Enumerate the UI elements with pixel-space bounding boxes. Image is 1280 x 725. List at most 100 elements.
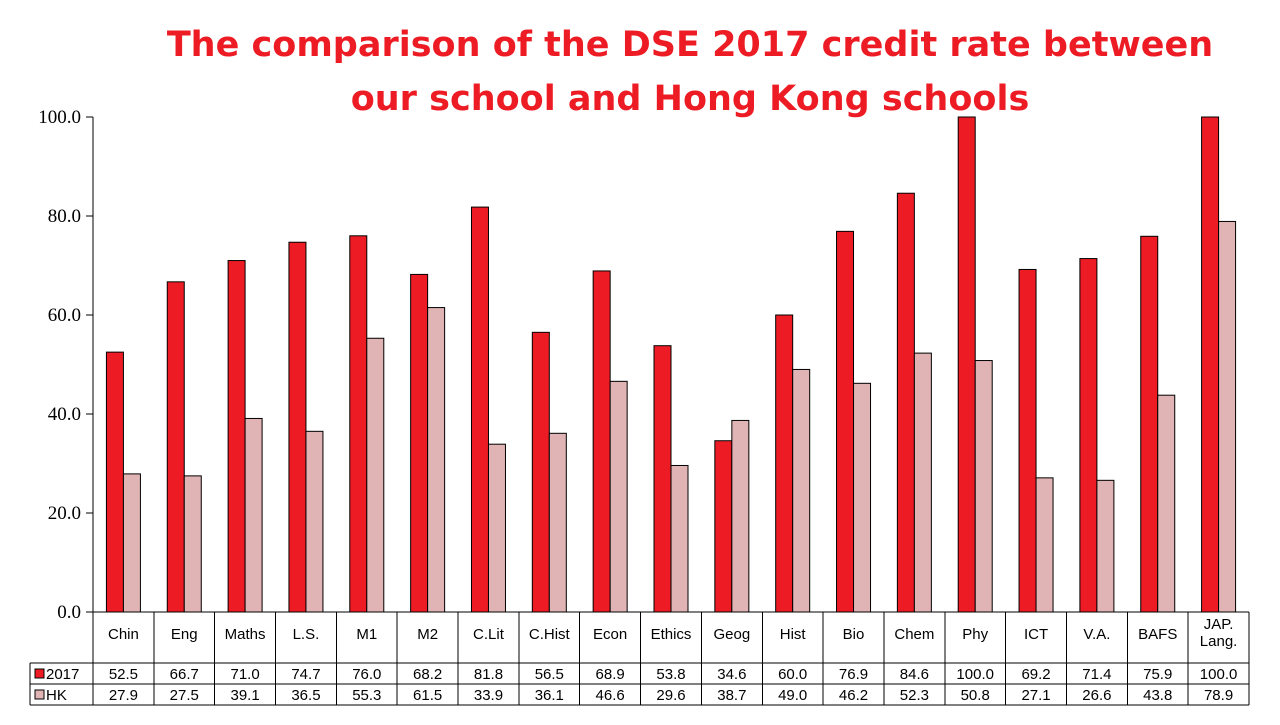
data-label: 27.5 [170, 687, 199, 704]
data-label: 81.8 [474, 666, 503, 683]
bar-hk [792, 368, 811, 613]
data-label: 27.1 [1021, 687, 1050, 704]
category-label: L.S. [293, 626, 320, 643]
bar-hk [1096, 479, 1115, 613]
data-label: 26.6 [1082, 687, 1111, 704]
data-label: 46.2 [839, 687, 868, 704]
bar-hk [427, 307, 446, 613]
data-label: 56.5 [535, 666, 564, 683]
bar-2017 [836, 230, 855, 613]
bar-2017 [288, 241, 307, 613]
y-tick-label: 80.0 [48, 206, 81, 227]
data-label: 75.9 [1143, 666, 1172, 683]
bar-2017 [1018, 268, 1037, 613]
category-label: M2 [417, 626, 438, 643]
data-label: 49.0 [778, 687, 807, 704]
category-label: BAFS [1138, 626, 1177, 643]
category-label: Maths [225, 626, 266, 643]
data-label: 100.0 [956, 666, 994, 683]
bar-hk [487, 443, 506, 613]
bar-2017 [957, 116, 976, 613]
category-label: ICT [1024, 626, 1048, 643]
legend-label: 2017 [46, 666, 79, 683]
bar-2017 [470, 206, 489, 613]
data-label: 100.0 [1200, 666, 1238, 683]
category-label: Chin [108, 626, 139, 643]
y-tick-label: 20.0 [48, 503, 81, 524]
data-label: 69.2 [1021, 666, 1050, 683]
data-label: 36.1 [535, 687, 564, 704]
data-label: 60.0 [778, 666, 807, 683]
bar-hk [609, 380, 628, 613]
data-label: 52.5 [109, 666, 138, 683]
category-label: Eng [171, 626, 198, 643]
data-label: 61.5 [413, 687, 442, 704]
bar-2017 [410, 273, 429, 613]
bar-2017 [592, 270, 611, 613]
bar-2017 [349, 235, 368, 613]
category-label: C.Hist [529, 626, 571, 643]
data-label: 76.9 [839, 666, 868, 683]
bar-2017 [1140, 235, 1159, 613]
category-label: Ethics [651, 626, 692, 643]
bar-hk [853, 382, 872, 613]
bar-hk [122, 473, 141, 613]
category-label: V.A. [1083, 626, 1110, 643]
bar-2017 [1079, 258, 1098, 613]
category-label: Chem [894, 626, 934, 643]
bar-hk [305, 430, 324, 613]
data-label: 29.6 [656, 687, 685, 704]
category-label: Lang. [1200, 633, 1238, 650]
data-label: 34.6 [717, 666, 746, 683]
bar-2017 [775, 314, 794, 613]
bar-hk [1157, 394, 1176, 613]
data-label: 36.5 [291, 687, 320, 704]
data-label: 50.8 [961, 687, 990, 704]
bar-hk [183, 475, 202, 613]
data-label: 74.7 [291, 666, 320, 683]
title-line-2: our school and Hong Kong schools [350, 79, 1030, 119]
data-label: 55.3 [352, 687, 381, 704]
y-tick-label: 40.0 [48, 404, 81, 425]
bar-2017 [531, 331, 550, 613]
bar-hk [548, 432, 567, 613]
bar-hk [1035, 477, 1054, 613]
data-label: 43.8 [1143, 687, 1172, 704]
category-label: JAP. [1204, 616, 1234, 633]
data-label: 52.3 [900, 687, 929, 704]
title-line-1: The comparison of the DSE 2017 credit ra… [166, 25, 1214, 65]
data-label: 68.2 [413, 666, 442, 683]
data-label: 27.9 [109, 687, 138, 704]
data-label: 78.9 [1204, 687, 1233, 704]
bar-hk [974, 360, 993, 613]
y-tick-label: 0.0 [57, 602, 81, 623]
category-label: M1 [356, 626, 377, 643]
data-label: 46.6 [596, 687, 625, 704]
y-tick-label: 100.0 [38, 107, 81, 128]
data-label: 38.7 [717, 687, 746, 704]
data-label: 71.0 [231, 666, 260, 683]
category-label: Phy [962, 626, 988, 643]
bar-2017 [105, 351, 124, 613]
bar-hk [731, 419, 750, 613]
bar-2017 [1201, 116, 1220, 613]
bar-hk [366, 337, 385, 613]
bar-hk [1218, 220, 1237, 613]
category-label: Hist [780, 626, 807, 643]
bar-2017 [896, 192, 915, 613]
bar-2017 [714, 440, 733, 613]
bar-2017 [166, 281, 185, 613]
y-tick-label: 60.0 [48, 305, 81, 326]
data-label: 53.8 [656, 666, 685, 683]
data-label: 33.9 [474, 687, 503, 704]
category-label: Geog [713, 626, 750, 643]
bar-2017 [227, 260, 246, 613]
bar-hk [670, 464, 689, 613]
legend-key [34, 689, 45, 700]
data-label: 66.7 [170, 666, 199, 683]
data-label: 68.9 [596, 666, 625, 683]
legend-key [34, 668, 45, 679]
data-label: 39.1 [231, 687, 260, 704]
bar-hk [913, 352, 932, 613]
